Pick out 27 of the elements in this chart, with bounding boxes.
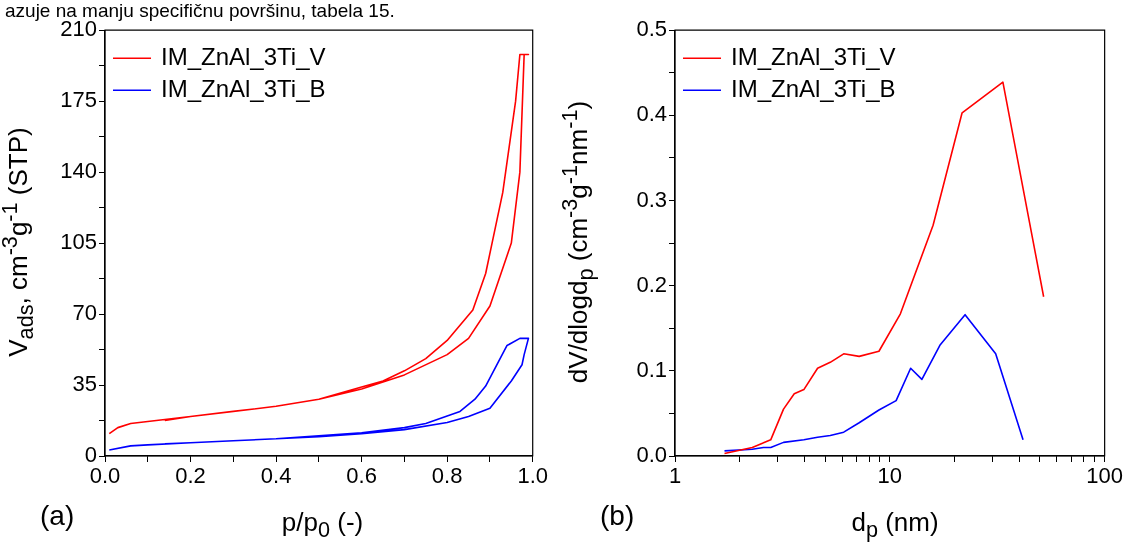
x-tick-label: 0.4 bbox=[260, 463, 292, 489]
x-tick-label: 0.2 bbox=[175, 463, 206, 489]
x-tick-label: 0.6 bbox=[346, 463, 377, 489]
x-tick-label: 10 bbox=[877, 463, 903, 489]
legend-label: IM_ZnAl_3Ti_V bbox=[731, 42, 896, 70]
y-tick-label: 0.4 bbox=[636, 101, 667, 127]
x-tick-label: 0.8 bbox=[431, 463, 463, 489]
x-axis-title: d$_{p}$ (nm) bbox=[851, 507, 939, 544]
x-tick-label: 100 bbox=[1086, 463, 1124, 489]
y-tick-label: 0.5 bbox=[636, 16, 667, 42]
y-tick-label: 0.1 bbox=[636, 356, 667, 382]
y-tick-label: 105 bbox=[60, 229, 97, 255]
x-tick-label: 1.0 bbox=[517, 463, 549, 489]
y-tick-label: 175 bbox=[60, 87, 97, 113]
y-tick-label: 0.3 bbox=[636, 186, 667, 212]
legend-label: IM_ZnAl_3Ti_B bbox=[731, 74, 896, 102]
x-axis-title: p/p$_{0}$ (-) bbox=[281, 507, 364, 544]
y-tick-label: 35 bbox=[72, 371, 97, 397]
y-tick-label: 140 bbox=[60, 158, 97, 184]
legend-label: IM_ZnAl_3Ti_V bbox=[161, 42, 326, 70]
y-tick-label: 70 bbox=[72, 300, 97, 326]
y-tick-label: 0.0 bbox=[636, 442, 667, 468]
legend-label: IM_ZnAl_3Ti_B bbox=[161, 74, 326, 102]
y-tick-label: 0.2 bbox=[636, 271, 667, 297]
text: (a) bbox=[40, 500, 75, 532]
text: (b) bbox=[600, 500, 635, 532]
x-tick-label: 1 bbox=[668, 463, 682, 489]
